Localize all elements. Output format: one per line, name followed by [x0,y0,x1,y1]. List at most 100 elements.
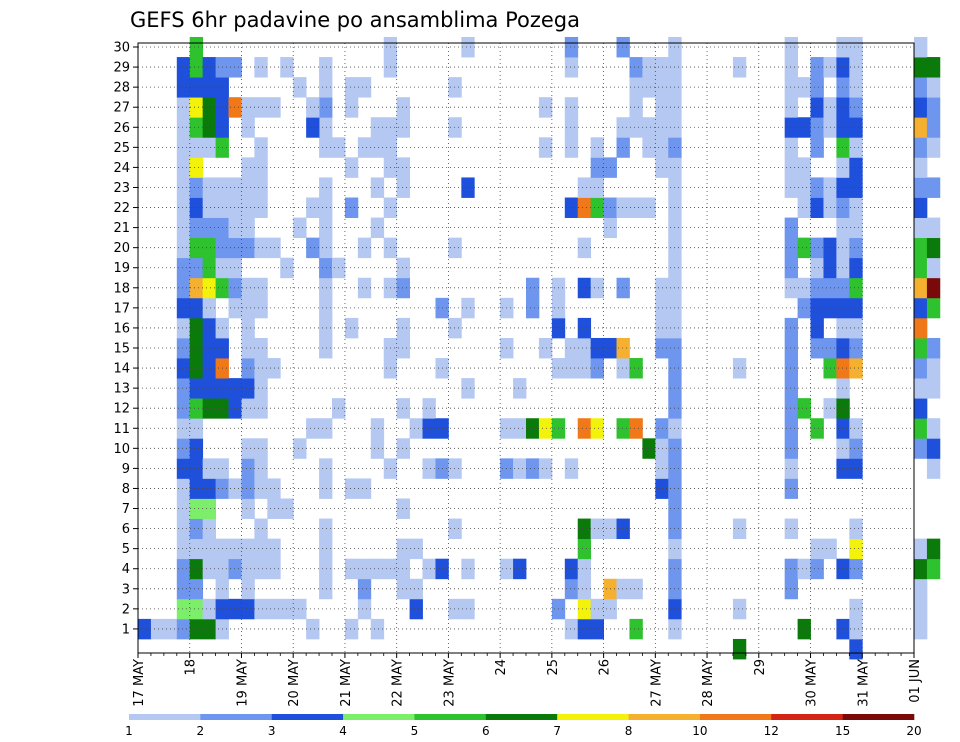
heatmap-cell [202,217,216,239]
heatmap-cell [836,137,850,158]
y-tick-label: 1 [122,622,130,637]
heatmap-cell [616,418,630,439]
heatmap-cell [189,378,204,399]
heatmap-cell [228,378,242,399]
heatmap-cell [836,438,850,459]
heatmap-cell [849,157,863,178]
y-tick-label: 29 [113,61,130,76]
heatmap-cell [422,458,436,479]
colorbar-swatch [628,714,701,720]
x-tick-label: 17 MAY [132,659,147,707]
heatmap-cell [176,137,191,158]
heatmap-cell [202,137,216,158]
heatmap-cell [564,97,579,118]
heatmap-cell [241,277,255,299]
heatmap-cell [176,317,191,339]
heatmap-cell [150,618,165,640]
heatmap-cell [836,558,850,580]
heatmap-cell [396,578,410,600]
heatmap-cell [836,317,850,339]
y-tick-label: 7 [122,502,130,517]
heatmap-cell [189,578,204,600]
y-tick-label: 17 [113,301,130,316]
heatmap-cell [926,378,941,399]
heatmap-cell [228,478,242,499]
y-tick-label: 10 [113,442,130,457]
heatmap-cell [254,378,268,399]
colorbar-swatch [271,714,344,720]
colorbar-label: 5 [411,724,419,738]
heatmap-cell [344,618,359,640]
heatmap-cell [655,438,669,459]
heatmap-cell [538,418,553,439]
heatmap-cell [176,418,191,439]
heatmap-cell [797,277,811,299]
heatmap-cell [926,257,941,279]
x-tick-label: 23 MAY [442,659,457,707]
heatmap-cell [810,237,824,259]
heatmap-cell [914,57,928,78]
heatmap-cell [926,337,941,359]
heatmap-cell [642,77,656,98]
heatmap-cell [590,518,604,540]
x-tick-label: 20 MAY [287,659,302,707]
heatmap-cell [836,337,850,359]
heatmap-cell [254,398,268,419]
colorbar-swatch [414,714,487,720]
heatmap-cell [306,197,320,218]
heatmap-cell [267,358,281,379]
heatmap-cell [189,558,204,580]
heatmap-cell [564,197,579,218]
heatmap-cell [784,277,798,299]
heatmap-cell [810,277,824,299]
heatmap-cell [914,36,928,58]
heatmap-cell [784,137,798,158]
y-tick-label: 21 [113,221,130,236]
heatmap-cell [926,57,941,78]
heatmap-cell [254,137,268,158]
heatmap-cell [319,117,333,138]
x-tick-label: 19 MAY [235,659,250,707]
heatmap-cell [836,177,850,198]
y-tick-label: 26 [113,121,130,136]
heatmap-cell [616,337,630,359]
heatmap-cell [784,478,798,499]
heatmap-cell [319,578,333,600]
y-tick-label: 23 [113,181,130,196]
heatmap-cell [849,237,863,259]
heatmap-cell [849,337,863,359]
heatmap-cell [616,117,630,138]
heatmap-cell [836,618,850,640]
heatmap-cell [306,237,320,259]
heatmap-cell [319,337,333,359]
heatmap-cell [914,618,928,640]
heatmap-cell [732,57,747,78]
heatmap-cell [526,277,540,299]
heatmap-cell [202,538,216,560]
heatmap-cell [396,277,410,299]
heatmap-cell [267,97,281,118]
heatmap-cell [849,297,863,319]
heatmap-cell [564,36,579,58]
heatmap-cell [254,177,268,198]
heatmap-cell [202,277,216,299]
heatmap-cell [914,438,928,459]
heatmap-cell [228,398,242,419]
heatmap-cell [784,237,798,259]
heatmap-cell [319,518,333,540]
heatmap-cell [448,237,462,259]
heatmap-cell [797,197,811,218]
heatmap-cell [267,498,281,519]
heatmap-cell [396,438,410,459]
heatmap-cell [228,217,242,239]
colorbar-label: 8 [625,724,633,738]
heatmap-cell [577,598,592,620]
heatmap-cell [176,518,191,540]
heatmap-cell [202,458,216,479]
heatmap-cell [306,97,320,118]
heatmap-cell [370,177,385,198]
heatmap-cell [655,137,669,158]
heatmap-cell [655,458,669,479]
heatmap-cell [370,618,385,640]
heatmap-cell [914,538,928,560]
